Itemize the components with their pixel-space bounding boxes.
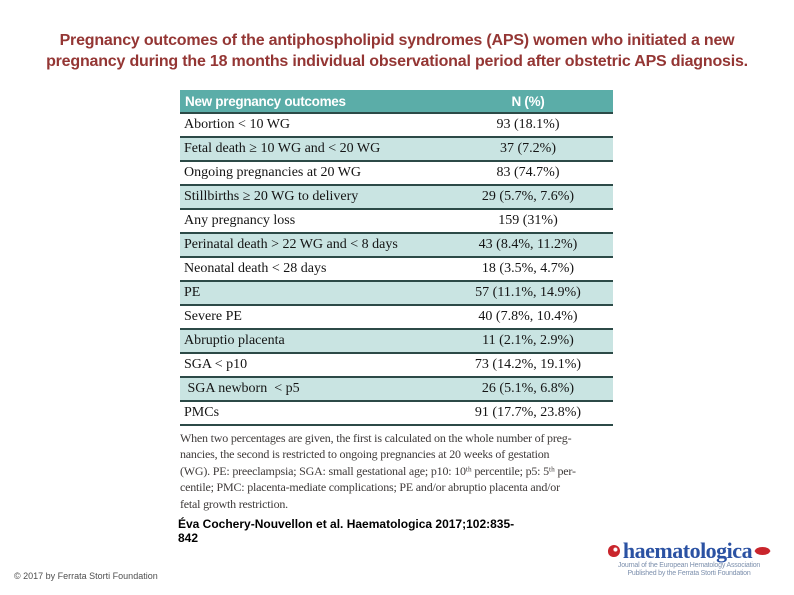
table-row: Perinatal death > 22 WG and < 8 days 43 (… [180, 234, 613, 258]
table-row: Any pregnancy loss 159 (31%) [180, 210, 613, 234]
logo-wordmark: haematologica [622, 538, 753, 563]
value-cell: 73 (14.2%, 19.1%) [474, 357, 582, 372]
logo-red-berry-icon [607, 545, 620, 557]
outcome-cell: Stillbirths ≥ 20 WG to delivery [184, 189, 359, 204]
logo-wordmark-row: haematologica [594, 540, 784, 562]
value-cell: 159 (31%) [498, 213, 558, 228]
outcome-cell: Perinatal death > 22 WG and < 8 days [184, 237, 398, 252]
value-cell: 37 (7.2%) [500, 141, 556, 156]
outcome-cell: Ongoing pregnancies at 20 WG [184, 165, 362, 180]
logo-caption-line2: Published by the Ferrata Storti Foundati… [627, 570, 751, 577]
value-cell: 83 (74.7%) [496, 165, 560, 180]
table-row: Fetal death ≥ 10 WG and < 20 WG 37 (7.2%) [180, 138, 613, 162]
outcome-cell: Abruptio placenta [184, 333, 285, 348]
logo-red-ornament-icon [755, 547, 771, 555]
copyright-notice: © 2017 by Ferrata Storti Foundation [14, 571, 158, 581]
table-footnote: When two percentages are given, the firs… [180, 431, 576, 511]
table-row: PMCs 91 (17.7%, 23.8%) [180, 402, 613, 426]
table-row: Stillbirths ≥ 20 WG to delivery 29 (5.7%,… [180, 186, 613, 210]
table-body: Abortion < 10 WG 93 (18.1%) Fetal death ≥… [180, 114, 613, 426]
pregnancy-outcomes-table: New pregnancy outcomes N (%) Abortion < … [180, 90, 613, 426]
table-row: Severe PE 40 (7.8%, 10.4%) [180, 306, 613, 330]
outcome-cell: Fetal death ≥ 10 WG and < 20 WG [184, 141, 381, 156]
value-cell: 43 (8.4%, 11.2%) [478, 237, 578, 252]
value-cell: 93 (18.1%) [496, 117, 560, 132]
table-row: Neonatal death < 28 days 18 (3.5%, 4.7%) [180, 258, 613, 282]
citation: Éva Cochery-Nouvellon et al. Haematologi… [178, 517, 515, 545]
outcome-cell: PMCs [184, 405, 220, 420]
value-cell: 11 (2.1%, 2.9%) [482, 333, 574, 348]
table-row: Abortion < 10 WG 93 (18.1%) [180, 114, 613, 138]
haematologica-logo: haematologica Journal of the European He… [594, 540, 784, 578]
outcome-cell: Abortion < 10 WG [184, 117, 291, 132]
table-row: SGA newborn < p5 26 (5.1%, 6.8%) [180, 378, 613, 402]
outcome-cell: Severe PE [184, 309, 242, 324]
value-cell: 18 (3.5%, 4.7%) [481, 261, 575, 276]
logo-caption-line1: Journal of the European Hematology Assoc… [617, 562, 761, 569]
outcome-cell: PE [184, 285, 201, 300]
value-cell: 29 (5.7%, 7.6%) [481, 189, 575, 204]
value-cell: 26 (5.1%, 6.8%) [481, 381, 575, 396]
value-cell: 40 (7.8%, 10.4%) [478, 309, 578, 324]
outcome-cell: SGA newborn < p5 [184, 381, 300, 396]
table-row: PE 57 (11.1%, 14.9%) [180, 282, 613, 306]
value-cell: 57 (11.1%, 14.9%) [475, 285, 581, 300]
outcome-cell: Neonatal death < 28 days [184, 261, 327, 276]
table-row: Abruptio placenta 11 (2.1%, 2.9%) [180, 330, 613, 354]
table-row: SGA < p10 73 (14.2%, 19.1%) [180, 354, 613, 378]
table-header-row: New pregnancy outcomes N (%) [180, 90, 613, 114]
value-cell: 91 (17.7%, 23.8%) [474, 405, 582, 420]
slide-title: Pregnancy outcomes of the antiphospholip… [46, 32, 748, 70]
outcome-cell: SGA < p10 [184, 357, 248, 372]
table-header-outcome: New pregnancy outcomes [185, 93, 346, 109]
table-header-value: N (%) [511, 93, 545, 109]
table-row: Ongoing pregnancies at 20 WG 83 (74.7%) [180, 162, 613, 186]
outcome-cell: Any pregnancy loss [184, 213, 296, 228]
